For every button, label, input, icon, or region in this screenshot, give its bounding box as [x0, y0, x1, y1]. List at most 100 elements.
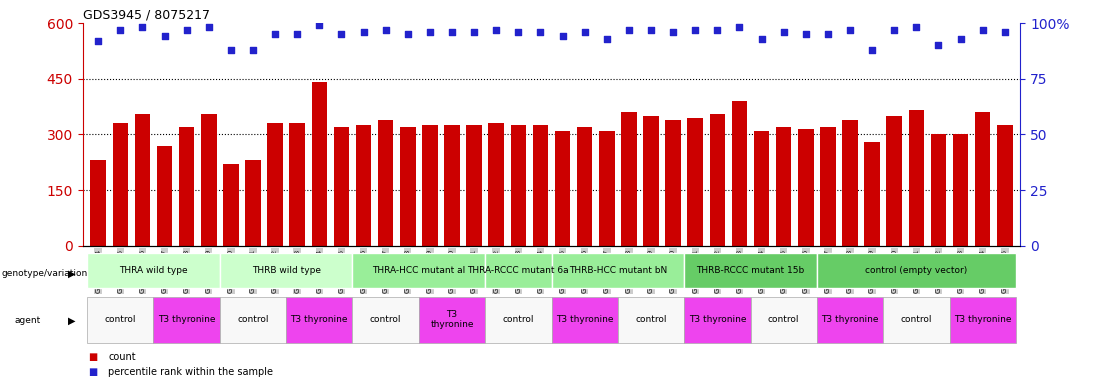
Bar	[422, 125, 438, 246]
Bar	[865, 142, 880, 246]
Point	[908, 25, 925, 31]
Point	[952, 36, 970, 42]
Bar	[353, 253, 485, 288]
Text: ■: ■	[88, 367, 97, 377]
Text: control: control	[768, 315, 800, 324]
Point	[730, 25, 748, 31]
Point	[642, 26, 660, 33]
Point	[510, 29, 527, 35]
Point	[333, 31, 351, 37]
Point	[399, 31, 417, 37]
Text: THRA-HCC mutant al: THRA-HCC mutant al	[372, 266, 465, 275]
Text: T3 thyronine: T3 thyronine	[158, 315, 215, 324]
Bar	[552, 297, 618, 343]
Point	[864, 47, 881, 53]
Text: THRB-RCCC mutant 15b: THRB-RCCC mutant 15b	[696, 266, 804, 275]
Point	[288, 31, 306, 37]
Point	[620, 26, 638, 33]
Text: control: control	[503, 315, 534, 324]
Point	[752, 36, 770, 42]
Point	[156, 33, 173, 40]
Bar	[687, 118, 703, 246]
Bar	[753, 131, 769, 246]
Bar	[931, 134, 946, 246]
Text: percentile rank within the sample: percentile rank within the sample	[108, 367, 274, 377]
Bar	[113, 123, 128, 246]
Point	[266, 31, 283, 37]
Bar	[219, 297, 286, 343]
Point	[311, 22, 329, 28]
Point	[111, 26, 129, 33]
Bar	[267, 123, 282, 246]
Bar	[289, 123, 304, 246]
Bar	[975, 112, 990, 246]
Point	[974, 26, 992, 33]
Bar	[909, 110, 924, 246]
Bar	[821, 127, 836, 246]
Bar	[467, 125, 482, 246]
Bar	[731, 101, 747, 246]
Bar	[775, 127, 792, 246]
Bar	[533, 125, 548, 246]
Bar	[485, 253, 552, 288]
Bar	[817, 253, 1016, 288]
Point	[200, 25, 217, 31]
Bar	[157, 146, 172, 246]
Bar	[485, 297, 552, 343]
Bar	[353, 297, 419, 343]
Point	[797, 31, 815, 37]
Bar	[555, 131, 570, 246]
Text: T3 thyronine: T3 thyronine	[688, 315, 746, 324]
Bar	[419, 297, 485, 343]
Point	[465, 29, 483, 35]
Point	[222, 47, 239, 53]
Text: THRB wild type: THRB wild type	[251, 266, 321, 275]
Bar	[511, 125, 526, 246]
Bar	[621, 112, 636, 246]
Text: T3 thyronine: T3 thyronine	[290, 315, 349, 324]
Bar	[843, 119, 858, 246]
Point	[996, 29, 1014, 35]
Bar	[950, 297, 1016, 343]
Point	[133, 25, 151, 31]
Point	[89, 38, 107, 44]
Point	[820, 31, 837, 37]
Bar	[953, 134, 968, 246]
Bar	[709, 114, 725, 246]
Bar	[245, 161, 260, 246]
Bar	[552, 253, 684, 288]
Text: control: control	[105, 315, 136, 324]
Bar	[201, 114, 216, 246]
Point	[355, 29, 373, 35]
Bar	[223, 164, 238, 246]
Text: THRA wild type: THRA wild type	[119, 266, 188, 275]
Bar	[135, 114, 150, 246]
Bar	[884, 297, 950, 343]
Text: T3
thyronine: T3 thyronine	[430, 310, 474, 329]
Text: control: control	[900, 315, 932, 324]
Bar	[684, 253, 817, 288]
Point	[774, 29, 792, 35]
Point	[443, 29, 461, 35]
Text: control: control	[635, 315, 666, 324]
Text: GDS3945 / 8075217: GDS3945 / 8075217	[83, 9, 210, 22]
Text: control: control	[370, 315, 401, 324]
Point	[598, 36, 615, 42]
Point	[842, 26, 859, 33]
Bar	[179, 127, 194, 246]
Bar	[286, 297, 353, 343]
Bar	[400, 127, 416, 246]
Bar	[445, 125, 460, 246]
Point	[244, 47, 261, 53]
Bar	[356, 125, 372, 246]
Bar	[684, 297, 750, 343]
Text: THRB-HCC mutant bN: THRB-HCC mutant bN	[569, 266, 667, 275]
Point	[377, 26, 395, 33]
Point	[886, 26, 903, 33]
Text: ▶: ▶	[67, 268, 75, 278]
Point	[930, 42, 947, 48]
Bar	[577, 127, 592, 246]
Bar	[311, 83, 328, 246]
Text: T3 thyronine: T3 thyronine	[822, 315, 879, 324]
Point	[664, 29, 682, 35]
